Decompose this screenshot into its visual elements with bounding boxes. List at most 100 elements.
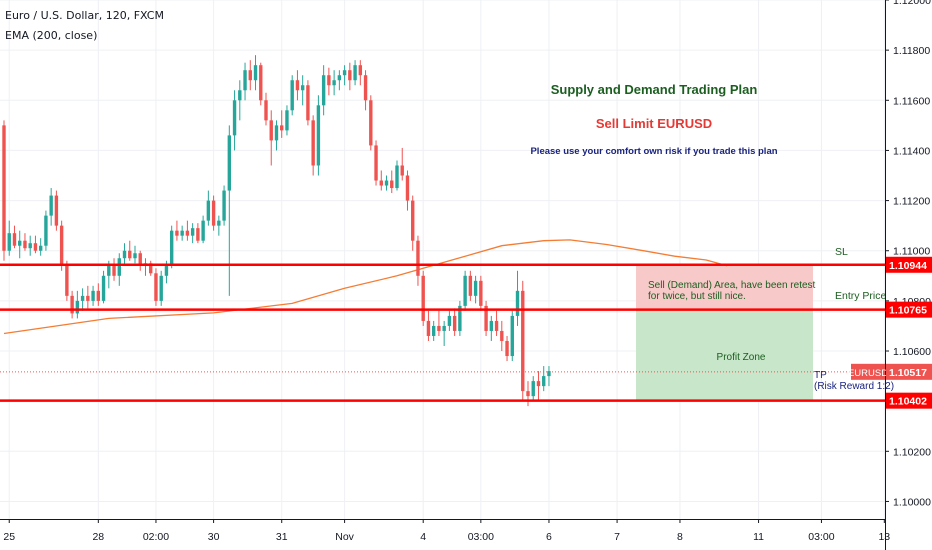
profit-zone <box>636 309 813 401</box>
candle-body <box>96 290 101 301</box>
candle-body <box>217 220 221 226</box>
candle-body <box>59 225 64 266</box>
candle-body <box>526 391 530 397</box>
candle <box>49 188 53 226</box>
candle-body <box>463 275 467 306</box>
candle <box>295 70 300 101</box>
candle-body <box>405 175 410 201</box>
y-tick-label: 1.10200 <box>893 446 931 458</box>
candle-body <box>112 265 116 276</box>
candle <box>463 270 467 311</box>
candle-body <box>253 65 258 81</box>
candle-body <box>494 320 499 331</box>
candle <box>222 185 226 226</box>
candle-body <box>23 240 27 249</box>
candle-body <box>80 295 85 301</box>
profit-zone-label: Profit Zone <box>717 352 766 363</box>
trade-zones <box>636 264 813 401</box>
candle-body <box>149 263 153 274</box>
candle-body <box>232 100 237 136</box>
plan-subtitle: Sell Limit EURUSD <box>596 116 712 131</box>
x-tick-label: 03:00 <box>808 531 834 543</box>
candle <box>300 75 305 106</box>
candle <box>405 170 410 211</box>
candle-body <box>342 70 347 76</box>
candle-body <box>306 85 310 121</box>
candle <box>395 160 399 191</box>
candle <box>316 95 321 176</box>
x-tick-label: 13 <box>878 531 890 543</box>
candle <box>437 310 441 336</box>
candle <box>33 235 38 254</box>
candle <box>515 270 520 326</box>
candle-body <box>12 233 17 246</box>
candle <box>447 310 452 331</box>
candle-body <box>515 290 520 316</box>
level-price-label: 1.10944 <box>889 260 927 272</box>
candle-body <box>395 165 399 189</box>
candle-body <box>54 195 59 226</box>
candle-body <box>159 275 163 301</box>
candle-body <box>337 75 342 81</box>
candle <box>500 320 504 352</box>
candle <box>269 110 273 166</box>
candle-body <box>473 280 478 296</box>
candle-body <box>353 65 357 81</box>
candle-body <box>38 245 43 251</box>
candle-body <box>185 230 190 236</box>
candle-body <box>426 320 431 336</box>
symbol-title[interactable]: Euro / U.S. Dollar, 120, FXCM <box>5 9 164 22</box>
candle-body <box>437 325 441 331</box>
y-tick-label: 1.11400 <box>893 145 930 157</box>
candle <box>91 285 95 306</box>
demand-area-line2: for twice, but still nice. <box>648 291 746 302</box>
candle-body <box>521 290 525 392</box>
candle <box>175 220 179 241</box>
candle-body <box>49 195 53 216</box>
candle-body <box>206 200 211 221</box>
candle <box>28 235 32 256</box>
candle-body <box>280 125 284 131</box>
candle-body <box>411 200 415 241</box>
candle-body <box>379 180 383 186</box>
x-tick-label: 03:00 <box>468 531 494 543</box>
candle-body <box>484 305 488 331</box>
candle <box>117 253 121 286</box>
candle <box>54 190 59 231</box>
y-tick-label: 1.11000 <box>893 246 930 258</box>
candle-body <box>175 230 179 236</box>
candle <box>547 366 551 387</box>
candle-body <box>222 190 226 221</box>
candle-body <box>180 230 184 236</box>
candle-body <box>154 273 158 301</box>
candle-body <box>259 65 263 101</box>
candle-body <box>33 243 38 251</box>
candle <box>101 270 106 304</box>
candle <box>206 190 211 226</box>
x-tick-label: Nov <box>335 531 354 543</box>
candle-body <box>468 275 473 296</box>
candles <box>2 55 551 407</box>
candle <box>253 55 258 91</box>
current-price-tag <box>886 363 932 380</box>
candle-body <box>128 250 132 259</box>
candle <box>458 300 462 336</box>
plan-title: Supply and Demand Trading Plan <box>551 82 758 97</box>
candle-body <box>44 215 48 246</box>
x-tick-label: 30 <box>208 531 220 543</box>
candle-body <box>421 275 425 321</box>
candle <box>421 270 425 326</box>
candle-body <box>138 253 142 266</box>
candle-body <box>2 125 6 251</box>
candle-body <box>542 376 546 387</box>
candle-body <box>348 70 352 81</box>
level-price-label: 1.10765 <box>889 305 927 317</box>
candle-body <box>416 240 420 276</box>
candle-body <box>290 80 294 111</box>
candle <box>521 280 525 402</box>
candle <box>96 283 101 306</box>
ema-indicator-label[interactable]: EMA (200, close) <box>5 29 98 42</box>
candle <box>390 170 394 194</box>
candle <box>18 230 22 259</box>
